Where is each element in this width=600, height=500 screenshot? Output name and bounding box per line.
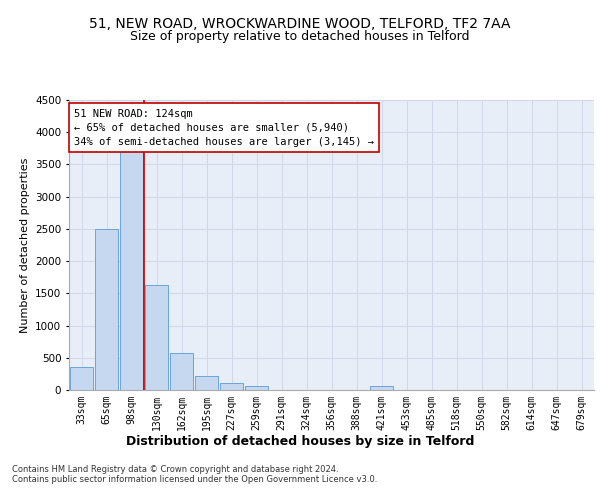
Text: 51 NEW ROAD: 124sqm
← 65% of detached houses are smaller (5,940)
34% of semi-det: 51 NEW ROAD: 124sqm ← 65% of detached ho… (74, 108, 374, 146)
Bar (170, 352, 193, 390)
Bar (95, 229, 118, 390)
Bar (145, 285, 168, 390)
Text: Distribution of detached houses by size in Telford: Distribution of detached houses by size … (126, 435, 474, 448)
Bar (120, 148, 143, 390)
Bar (245, 386, 268, 390)
Text: 51, NEW ROAD, WROCKWARDINE WOOD, TELFORD, TF2 7AA: 51, NEW ROAD, WROCKWARDINE WOOD, TELFORD… (89, 18, 511, 32)
Y-axis label: Number of detached properties: Number of detached properties (20, 158, 29, 332)
Text: Size of property relative to detached houses in Telford: Size of property relative to detached ho… (130, 30, 470, 43)
Text: Contains HM Land Registry data © Crown copyright and database right 2024.
Contai: Contains HM Land Registry data © Crown c… (12, 465, 377, 484)
Bar (370, 386, 393, 390)
Bar (220, 383, 243, 390)
Bar (195, 376, 218, 390)
Bar (70, 368, 93, 390)
